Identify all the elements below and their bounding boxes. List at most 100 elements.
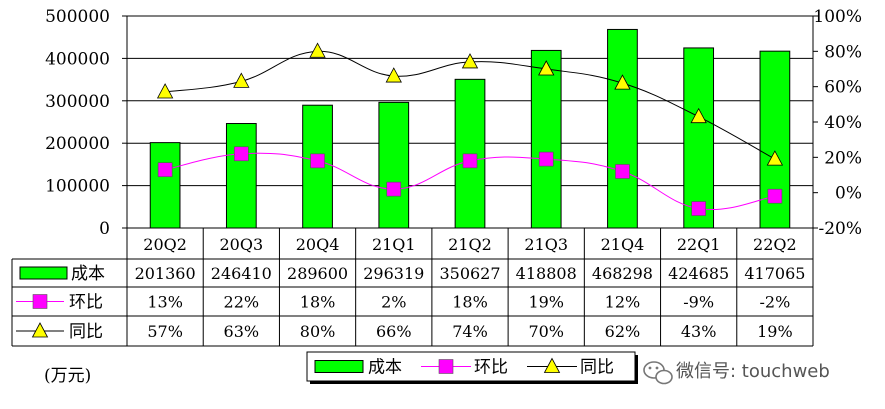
data-label: 66% bbox=[376, 322, 412, 341]
row-key-marker bbox=[32, 294, 48, 309]
marker-同比-20Q4 bbox=[309, 42, 326, 58]
unit-label: (万元) bbox=[44, 366, 91, 386]
left-tick-label: 500000 bbox=[45, 7, 110, 27]
data-table: 20Q2 20Q3 20Q4 21Q1 21Q2 21Q3 21Q4 22Q1 22Q2 成本 20… bbox=[11, 227, 813, 347]
right-axis-ticks: -20% 0% 20% 40% 60% 80% 100% bbox=[813, 7, 862, 239]
marker-环比-20Q2 bbox=[157, 162, 173, 177]
data-label: 201360 bbox=[135, 264, 196, 283]
data-label: 2% bbox=[381, 293, 406, 312]
category-label: 20Q2 bbox=[143, 235, 187, 254]
data-label: 63% bbox=[224, 322, 260, 341]
data-label: 19% bbox=[528, 293, 564, 312]
data-label: -9% bbox=[683, 293, 714, 312]
rate-lines bbox=[156, 42, 784, 216]
watermark: 微信号: touchweb bbox=[643, 361, 830, 385]
marker-同比-20Q2 bbox=[156, 83, 174, 99]
wechat-icon bbox=[643, 361, 673, 385]
data-label: 417065 bbox=[744, 264, 805, 283]
marker-环比-21Q1 bbox=[386, 181, 402, 197]
legend-item-环比: 环比 bbox=[421, 358, 508, 378]
left-tick-label: 100000 bbox=[45, 177, 110, 197]
category-label: 21Q3 bbox=[524, 235, 568, 254]
right-tick-label: 80% bbox=[824, 42, 862, 62]
data-label: 19% bbox=[757, 322, 793, 341]
right-tick-label: 0% bbox=[835, 184, 862, 204]
left-tick-label: 0 bbox=[99, 219, 110, 239]
marker-环比-22Q2 bbox=[767, 188, 783, 204]
left-tick-label: 400000 bbox=[45, 49, 110, 69]
marker-环比-21Q4 bbox=[615, 164, 630, 179]
category-label: 20Q3 bbox=[220, 235, 264, 254]
data-label: 296319 bbox=[363, 264, 424, 283]
row-label: 同比 bbox=[69, 322, 103, 342]
legend-label: 环比 bbox=[474, 358, 508, 378]
legend-label: 成本 bbox=[368, 358, 402, 378]
left-tick-label: 300000 bbox=[45, 92, 110, 112]
category-label: 22Q2 bbox=[753, 235, 797, 254]
legend-key-marker bbox=[543, 357, 561, 373]
legend: 成本 环比 同比 bbox=[306, 351, 638, 384]
bar-21Q4 bbox=[607, 28, 638, 229]
left-tick-label: 200000 bbox=[45, 134, 110, 154]
marker-环比-21Q2 bbox=[462, 153, 478, 169]
legend-key-marker bbox=[438, 359, 454, 374]
legend-label: 同比 bbox=[580, 358, 614, 378]
data-label: 418808 bbox=[516, 264, 577, 283]
right-tick-label: 100% bbox=[813, 7, 862, 27]
data-label: 246410 bbox=[211, 264, 272, 283]
data-label: 12% bbox=[605, 293, 641, 312]
category-label: 21Q1 bbox=[372, 235, 416, 254]
table-row-环比: 环比 13% 22% 18% 2% 18% 19% 12% -9% -2% bbox=[16, 293, 790, 313]
data-label: 289600 bbox=[287, 264, 348, 283]
legend-key-bar bbox=[314, 360, 364, 373]
left-axis-ticks: 0 100000 200000 300000 400000 500000 bbox=[45, 7, 110, 239]
data-label: -2% bbox=[759, 293, 790, 312]
data-label: 13% bbox=[147, 293, 183, 312]
row-key-bar bbox=[19, 266, 68, 280]
data-label: 62% bbox=[605, 322, 641, 341]
watermark-text: 微信号: touchweb bbox=[676, 361, 830, 382]
marker-同比-21Q2 bbox=[461, 53, 479, 69]
bar-22Q1 bbox=[683, 47, 715, 229]
data-label: 43% bbox=[681, 322, 717, 341]
data-label: 74% bbox=[452, 322, 488, 341]
data-label: 22% bbox=[224, 293, 260, 312]
bar-21Q1 bbox=[378, 101, 410, 229]
table-row-同比: 同比 57% 63% 80% 66% 74% 70% 62% 43% 19% bbox=[16, 322, 793, 342]
data-label: 18% bbox=[452, 293, 488, 312]
data-label: 18% bbox=[300, 293, 336, 312]
data-label: 468298 bbox=[592, 264, 653, 283]
table-row-成本: 成本 201360 246410 289600 296319 350627 418808 46… bbox=[19, 264, 805, 284]
marker-同比-21Q1 bbox=[385, 67, 402, 83]
bar-21Q3 bbox=[530, 49, 562, 229]
marker-同比-22Q2 bbox=[766, 150, 784, 166]
marker-环比-21Q3 bbox=[538, 151, 554, 167]
marker-环比-20Q3 bbox=[234, 146, 249, 162]
legend-item-同比: 同比 bbox=[527, 358, 614, 378]
row-key-marker bbox=[31, 322, 49, 338]
data-label: 70% bbox=[528, 322, 564, 341]
right-tick-label: -20% bbox=[818, 219, 862, 239]
marker-环比-22Q1 bbox=[691, 201, 706, 216]
cost-bars bbox=[149, 28, 791, 229]
marker-同比-22Q1 bbox=[690, 107, 707, 124]
right-tick-label: 20% bbox=[824, 148, 862, 168]
row-label: 环比 bbox=[69, 293, 103, 313]
bar-20Q2 bbox=[149, 142, 181, 229]
data-label: 80% bbox=[300, 322, 336, 341]
data-label: 424685 bbox=[668, 264, 729, 283]
data-label: 57% bbox=[147, 322, 183, 341]
legend-item-成本: 成本 bbox=[314, 358, 402, 378]
category-label: 21Q2 bbox=[448, 235, 492, 254]
marker-同比-21Q3 bbox=[538, 60, 555, 76]
category-label: 21Q4 bbox=[601, 235, 645, 254]
axes bbox=[122, 15, 814, 346]
marker-环比-20Q4 bbox=[310, 153, 325, 169]
right-tick-label: 40% bbox=[824, 113, 862, 133]
marker-同比-20Q3 bbox=[233, 72, 250, 88]
marker-同比-21Q4 bbox=[614, 74, 631, 90]
data-label: 350627 bbox=[439, 264, 500, 283]
category-label: 22Q1 bbox=[677, 235, 721, 254]
row-label: 成本 bbox=[71, 264, 105, 284]
